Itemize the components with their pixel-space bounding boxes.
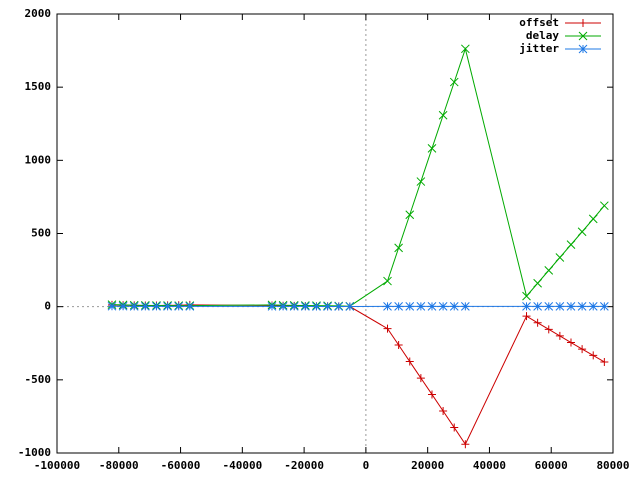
data-point: [334, 302, 344, 311]
x-tick-label: 0: [363, 459, 370, 472]
data-point: [416, 374, 425, 383]
data-point: [163, 302, 172, 311]
data-point: [460, 44, 470, 54]
y-tick-label: 2000: [25, 7, 52, 20]
x-tick-label: -100000: [34, 459, 80, 472]
data-point: [405, 357, 414, 366]
data-point: [577, 227, 587, 237]
data-point: [588, 302, 598, 311]
data-point: [427, 390, 436, 399]
data-point: [300, 302, 310, 311]
legend-label: delay: [526, 29, 559, 42]
data-point: [394, 243, 403, 253]
data-point: [394, 341, 403, 350]
x-tick-label: 20000: [411, 459, 444, 472]
data-point: [533, 318, 542, 327]
y-tick-label: 1000: [25, 153, 52, 166]
data-point: [107, 301, 117, 311]
data-point: [544, 325, 553, 334]
data-point: [522, 291, 531, 301]
data-point: [438, 302, 448, 311]
x-tick-label: -40000: [222, 459, 262, 472]
data-point: [278, 302, 288, 311]
data-point: [589, 351, 598, 360]
x-tick-label: 60000: [535, 459, 568, 472]
data-point: [460, 302, 470, 311]
data-point: [312, 302, 321, 311]
data-point: [533, 278, 542, 288]
data-point: [185, 302, 195, 311]
data-point: [566, 338, 575, 347]
plot-border: [56, 13, 614, 454]
data-point: [566, 302, 576, 311]
data-point: [578, 345, 587, 354]
data-point: [461, 440, 470, 449]
data-point: [383, 276, 392, 286]
y-tick-label: 500: [31, 227, 51, 240]
data-point: [438, 110, 448, 120]
data-point: [383, 302, 392, 311]
data-point: [544, 266, 554, 275]
data-point: [323, 302, 332, 311]
data-point: [522, 302, 531, 311]
data-point: [449, 77, 459, 87]
data-point: [427, 302, 437, 311]
data-point: [267, 302, 277, 311]
data-point: [152, 302, 161, 311]
series-line: [111, 304, 605, 446]
data-point: [439, 407, 448, 416]
legend-marker: [579, 19, 587, 27]
data-point: [555, 331, 564, 340]
data-point: [416, 177, 426, 186]
data-point: [577, 302, 587, 311]
data-point: [566, 240, 576, 249]
y-tick-label: -500: [25, 373, 52, 386]
series-line: [111, 47, 605, 307]
data-point: [174, 302, 184, 311]
data-point: [555, 302, 565, 311]
x-tick-label: -80000: [99, 459, 139, 472]
data-point: [599, 302, 609, 311]
data-point: [544, 302, 554, 311]
x-tick-label: 40000: [473, 459, 506, 472]
data-point: [522, 312, 531, 321]
y-tick-label: 0: [44, 300, 51, 313]
data-point: [588, 214, 598, 224]
data-point: [289, 302, 299, 311]
data-point: [405, 302, 415, 311]
data-point: [416, 302, 426, 311]
data-point: [555, 253, 565, 262]
data-point: [533, 302, 542, 311]
data-point: [383, 324, 392, 333]
x-tick-label: 80000: [596, 459, 629, 472]
legend-marker: [578, 44, 588, 54]
y-tick-label: 1500: [25, 80, 52, 93]
data-point: [129, 302, 139, 311]
y-tick-label: -1000: [18, 446, 51, 459]
legend-marker: [578, 31, 588, 41]
x-tick-label: -20000: [284, 459, 324, 472]
x-tick-label: -60000: [161, 459, 201, 472]
legend-label: offset: [519, 16, 559, 29]
data-point: [140, 302, 150, 311]
data-point: [118, 301, 128, 311]
legend-label: jitter: [519, 42, 559, 55]
data-point: [600, 357, 609, 366]
data-point: [450, 423, 459, 432]
data-point: [394, 302, 403, 311]
data-point: [345, 302, 355, 311]
data-point: [449, 302, 459, 311]
data-point: [405, 210, 415, 220]
data-point: [427, 143, 437, 153]
data-point: [599, 201, 609, 211]
